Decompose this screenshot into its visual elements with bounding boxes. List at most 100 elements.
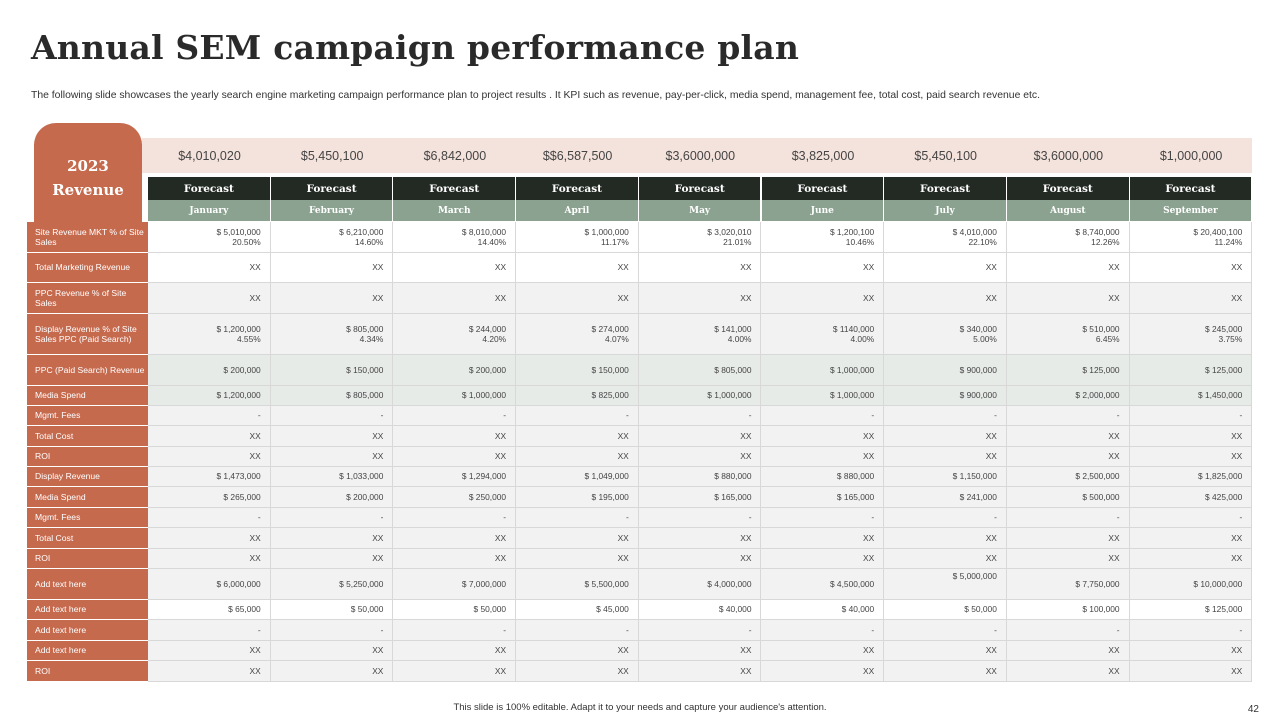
table-cell: - [639, 406, 762, 425]
table-cell: XX [1130, 661, 1253, 681]
table-cell: $ 8,010,000 14.40% [393, 222, 517, 252]
table-cell: XX [1007, 447, 1130, 466]
table-cell: XX [884, 447, 1007, 466]
revenue-value: $6,842,000 [423, 148, 487, 163]
forecast-header: Forecast [516, 177, 639, 200]
month-header: March [393, 200, 517, 221]
table-cell: $ 125,000 [1130, 355, 1253, 385]
table-cell: XX [1007, 426, 1130, 446]
forecast-header: Forecast [270, 177, 394, 200]
page-subtitle: The following slide showcases the yearly… [31, 90, 1040, 101]
table-row: XX XX XX XX XX XX XX XX XX [148, 283, 1253, 314]
table-cell: XX [148, 528, 271, 548]
table-cell: XX [516, 641, 639, 660]
month-header: January [148, 200, 271, 221]
table-cell: XX [1130, 426, 1253, 446]
table-cell: XX [1130, 528, 1253, 548]
row-label: Mgmt. Fees [27, 406, 148, 426]
table-row: --------- [148, 508, 1253, 528]
table-cell: - [884, 508, 1007, 527]
table-cell: $ 805,000 [639, 355, 762, 385]
table-cell: $ 245,000 3.75% [1130, 314, 1253, 354]
table-cell: $ 5,000,000 [884, 569, 1007, 599]
table-cell: - [884, 406, 1007, 425]
table-cell: XX [271, 283, 394, 313]
revenue-value: $3,825,000 [791, 148, 855, 163]
footer-note: This slide is 100% editable. Adapt it to… [453, 702, 827, 713]
table-cell: $ 1,033,000 [271, 467, 394, 486]
table-row: XX XX XX XX XX XX XX XX XX [148, 528, 1253, 549]
table-cell: $ 1,473,000 [148, 467, 271, 486]
table-cell: XX [1130, 253, 1253, 282]
revenue-value: $5,450,100 [300, 148, 364, 163]
table-cell: $ 20,400,100 11.24% [1130, 222, 1253, 252]
table-cell: XX [271, 549, 394, 568]
year-revenue-tab: 2023 Revenue [34, 123, 142, 223]
table-cell: $ 7,750,000 [1007, 569, 1130, 599]
table-cell: XX [516, 426, 639, 446]
table-cell: XX [271, 447, 394, 466]
table-cell: XX [884, 661, 1007, 681]
table-cell: XX [148, 426, 271, 446]
row-label: ROI [27, 549, 148, 569]
row-label: ROI [27, 447, 148, 467]
row-label: Add text here [27, 600, 148, 620]
table-cell: XX [393, 283, 517, 313]
table-cell: $ 2,500,000 [1007, 467, 1130, 486]
table-cell: - [1007, 508, 1130, 527]
table-cell: XX [148, 447, 271, 466]
table-cell: - [148, 406, 271, 425]
year-label: 2023 [67, 157, 109, 175]
month-header: August [1006, 200, 1130, 221]
table-cell: XX [516, 253, 639, 282]
table-cell: XX [393, 426, 517, 446]
table-cell: XX [639, 283, 762, 313]
row-label: Mgmt. Fees [27, 508, 148, 528]
table-row: $ 5,010,000 20.50% $ 6,210,000 14.60% $ 8,01… [148, 222, 1253, 253]
table-cell: $ 1,150,000 [884, 467, 1007, 486]
table-cell: $ 1,000,000 [639, 386, 762, 405]
table-cell: $ 1140,000 4.00% [762, 314, 885, 354]
table-cell: XX [393, 661, 517, 681]
table-cell: XX [516, 283, 639, 313]
forecast-header: Forecast [761, 177, 885, 200]
month-header: May [638, 200, 762, 221]
table-cell: $ 1,200,100 10.46% [762, 222, 885, 252]
month-header: July [884, 200, 1007, 221]
table-cell: $ 200,000 [393, 355, 517, 385]
revenue-value: $$6,587,500 [542, 148, 613, 163]
table-cell: $ 125,000 [1007, 355, 1130, 385]
table-cell: $ 6,210,000 14.60% [271, 222, 394, 252]
table-cell: $ 4,000,000 [639, 569, 762, 599]
table-cell: XX [1130, 549, 1253, 568]
table-cell: $ 880,000 [639, 467, 762, 486]
row-label: Total Cost [27, 528, 148, 549]
month-header: February [270, 200, 394, 221]
table-cell: - [1007, 406, 1130, 425]
table-cell: XX [148, 253, 271, 282]
table-cell: $ 1,049,000 [516, 467, 639, 486]
row-label: Add text here [27, 641, 148, 661]
page-title: Annual SEM campaign performance plan [31, 28, 800, 67]
table-cell: $ 7,000,000 [393, 569, 517, 599]
table-cell: $ 165,000 [639, 487, 762, 507]
table-row: --------- [148, 620, 1253, 641]
table-cell: $ 150,000 [516, 355, 639, 385]
table-cell: $ 165,000 [762, 487, 885, 507]
row-label: Display Revenue % of Site Sales PPC (Pai… [27, 314, 148, 355]
table-row: XX XX XX XX XX XX XX XX XX [148, 641, 1253, 661]
table-cell: - [271, 620, 394, 640]
forecast-header: Forecast [884, 177, 1007, 200]
table-cell: XX [271, 641, 394, 660]
table-cell: - [393, 508, 517, 527]
table-cell: - [1007, 620, 1130, 640]
table-cell: XX [884, 549, 1007, 568]
table-row: --------- [148, 406, 1253, 426]
table-cell: $ 805,000 4.34% [271, 314, 394, 354]
row-label: Display Revenue [27, 467, 148, 487]
table-cell: $ 200,000 [148, 355, 271, 385]
table-cell: $ 1,000,000 [393, 386, 517, 405]
table-cell: XX [516, 661, 639, 681]
table-cell: - [516, 406, 639, 425]
table-cell: XX [393, 641, 517, 660]
